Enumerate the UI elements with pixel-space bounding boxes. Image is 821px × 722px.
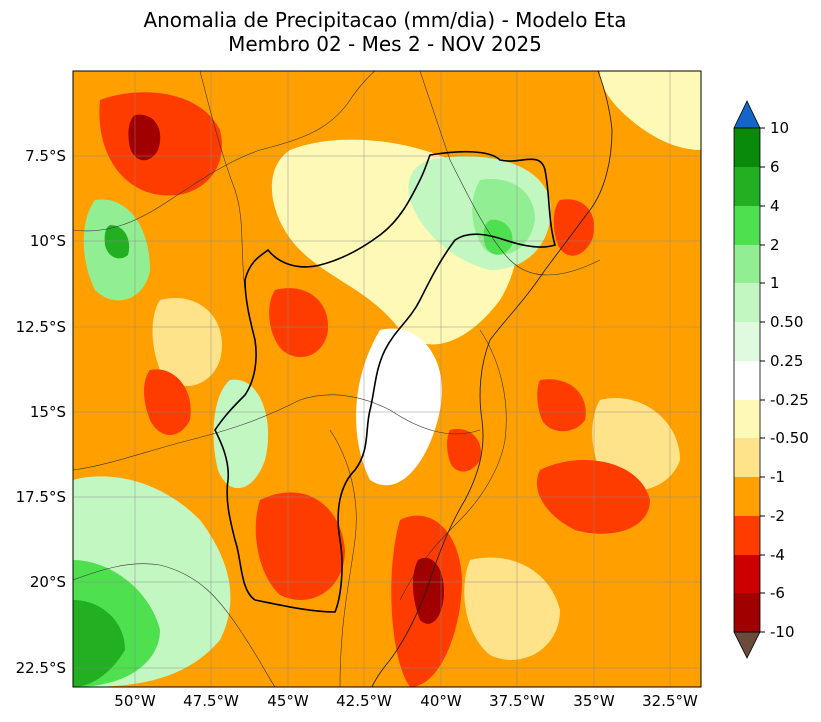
field-yellow-se xyxy=(464,557,560,660)
lon-tick-label: 40°W xyxy=(420,692,462,710)
lat-tick-label: 20°S xyxy=(29,573,66,591)
field-neutral-zone xyxy=(356,328,442,486)
colorbar-label: 0.25 xyxy=(770,352,804,370)
field-darkred-southeast xyxy=(412,557,445,624)
map-subtitle: Membro 02 - Mes 2 - NOV 2025 xyxy=(228,32,542,56)
field-red-east xyxy=(536,460,650,534)
lon-tick-label: 32.5°W xyxy=(642,692,698,710)
colorbar-label: -10 xyxy=(770,623,795,641)
field-red-coast xyxy=(553,199,595,256)
map-frame xyxy=(72,70,702,688)
field-red-nw xyxy=(99,92,222,196)
colorbar-label: 6 xyxy=(770,158,780,176)
anomaly-field xyxy=(73,71,701,687)
field-red-center xyxy=(269,288,329,358)
colorbar-extend-bottom xyxy=(733,631,761,659)
lat-tick-label: 22.5°S xyxy=(15,659,66,677)
field-red-south xyxy=(255,492,345,600)
colorbar-frame xyxy=(733,127,761,633)
colorbar-label: 2 xyxy=(770,236,780,254)
lon-tick-label: 47.5°W xyxy=(183,692,239,710)
gridlines xyxy=(73,71,701,687)
field-yellow-west xyxy=(152,298,222,387)
lat-tick-label: 7.5°S xyxy=(25,147,66,165)
colorbar xyxy=(733,100,765,659)
field-darkred-nw xyxy=(128,114,161,161)
colorbar-segment xyxy=(734,400,760,438)
lat-tick-label: 12.5°S xyxy=(15,318,66,336)
field-green-west-core xyxy=(104,225,130,259)
basin-outline xyxy=(214,150,556,613)
lat-tick-label: 10°S xyxy=(29,232,66,250)
colorbar-label: -6 xyxy=(770,584,785,602)
colorbar-segment xyxy=(734,361,760,400)
colorbar-label: 10 xyxy=(770,119,790,137)
colorbar-segment xyxy=(734,322,760,361)
colorbar-label: -0.50 xyxy=(770,429,809,447)
colorbar-segment xyxy=(734,593,760,632)
lon-tick-label: 35°W xyxy=(573,692,615,710)
field-red-offshore xyxy=(537,379,586,432)
colorbar-segment xyxy=(734,167,760,206)
colorbar-segment xyxy=(734,477,760,516)
colorbar-label: -0.25 xyxy=(770,391,809,409)
lat-tick-label: 15°S xyxy=(29,403,66,421)
field-light-ne xyxy=(600,71,701,150)
colorbar-extend-top xyxy=(733,100,761,129)
lon-tick-label: 45°W xyxy=(267,692,309,710)
lon-tick-label: 37.5°W xyxy=(489,692,545,710)
colorbar-segment xyxy=(734,555,760,593)
colorbar-segment xyxy=(734,206,760,245)
field-green-sw-deep xyxy=(73,600,125,687)
lon-tick-label: 42.5°W xyxy=(336,692,392,710)
colorbar-label: 1 xyxy=(770,274,780,292)
coastline xyxy=(371,70,613,688)
state-boundaries xyxy=(73,71,601,687)
lon-tick-label: 50°W xyxy=(114,692,156,710)
colorbar-label: -4 xyxy=(770,546,785,564)
colorbar-segment xyxy=(734,245,760,283)
colorbar-label: 4 xyxy=(770,197,780,215)
field-red-west xyxy=(144,369,191,435)
colorbar-segment xyxy=(734,128,760,167)
colorbar-segment xyxy=(734,516,760,555)
colorbar-label: -2 xyxy=(770,507,785,525)
field-red-bahia xyxy=(447,429,481,472)
colorbar-label: -1 xyxy=(770,468,785,486)
map-title: Anomalia de Precipitacao (mm/dia) - Mode… xyxy=(143,8,627,32)
colorbar-label: 0.50 xyxy=(770,313,804,331)
colorbar-segment xyxy=(734,438,760,477)
colorbar-segment xyxy=(734,283,760,322)
lat-tick-label: 17.5°S xyxy=(15,488,66,506)
